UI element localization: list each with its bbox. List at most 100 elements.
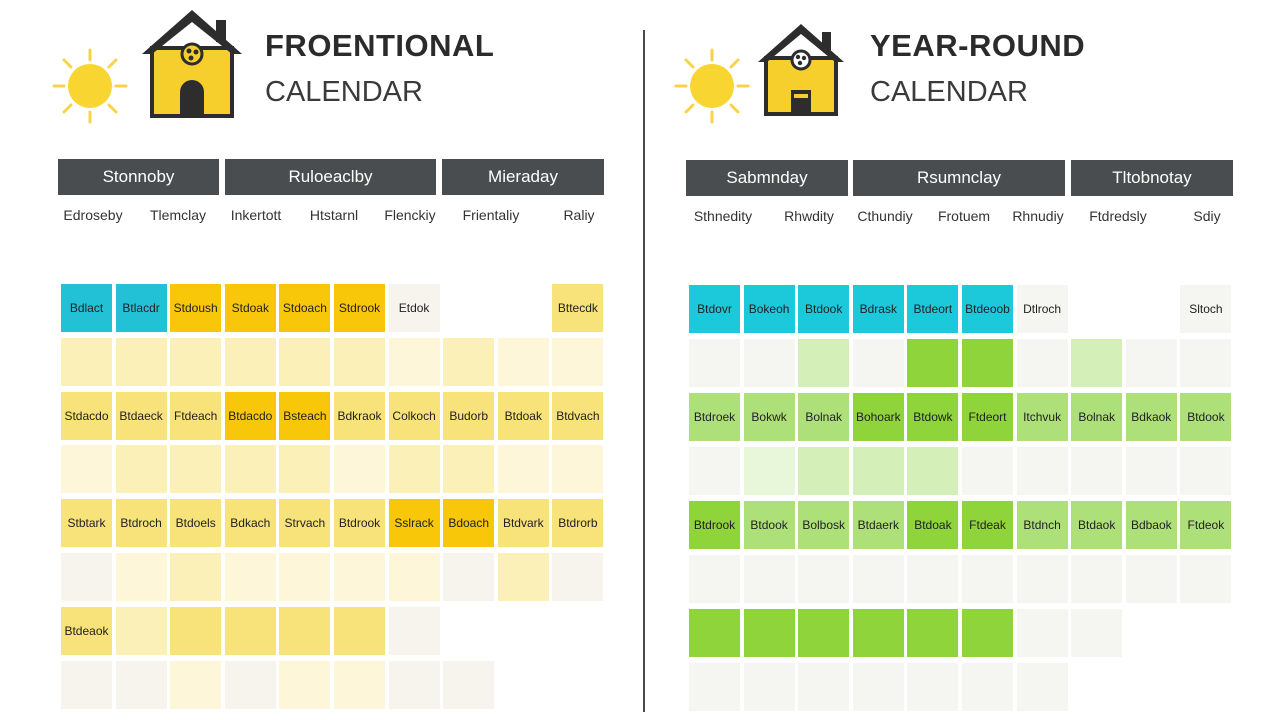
calendar-cell [962, 663, 1013, 711]
house-icon [758, 24, 844, 116]
day-label: Rhnudiy [1012, 208, 1064, 224]
calendar-cell: Stdoak [224, 284, 276, 332]
column-header: Rsumnclay [853, 160, 1065, 196]
calendar-cell: Btdroch [115, 499, 167, 548]
calendar-cell: Itchvuk [1016, 393, 1068, 441]
calendar-cell [443, 445, 495, 494]
calendar-cell [388, 337, 440, 386]
calendar-cell: Btdeoob [962, 285, 1013, 333]
calendar-cell [170, 606, 222, 655]
calendar-cell [443, 553, 495, 601]
calendar-cell [224, 553, 276, 601]
calendar-cell [798, 447, 850, 495]
calendar-cell [552, 337, 604, 386]
calendar-cell [852, 609, 904, 657]
calendar-cell: Bdoach [443, 499, 495, 548]
calendar-cell [1180, 447, 1232, 495]
calendar-cell [443, 337, 495, 386]
calendar-cell [907, 609, 959, 657]
calendar-cell [1125, 555, 1177, 603]
calendar-cell: Btdnch [1016, 501, 1068, 549]
calendar-cell [279, 337, 331, 386]
calendar-cell: Btdoels [170, 499, 222, 548]
panel-divider [643, 30, 645, 712]
calendar-cell [743, 447, 795, 495]
calendar-cell: Bohoark [852, 393, 904, 441]
calendar-cell [224, 337, 276, 386]
calendar-cell: Budorb [443, 391, 495, 440]
calendar-cell: Stdoach [279, 284, 331, 332]
calendar-cell [962, 609, 1013, 657]
calendar-cell: Btdaeck [115, 391, 167, 440]
calendar-cell [388, 660, 440, 709]
calendar-title: FROENTIONAL [265, 28, 495, 63]
calendar-cell [497, 445, 549, 494]
sun-icon [52, 48, 128, 124]
calendar-cell [1071, 555, 1123, 603]
calendar-cell: Bdlact [61, 284, 112, 332]
calendar-cell [1016, 555, 1068, 603]
calendar-cell: Bdkaok [1125, 393, 1177, 441]
calendar-title: YEAR-ROUND [870, 28, 1086, 63]
calendar-cell [852, 339, 904, 387]
calendar-cell: Strvach [279, 499, 331, 548]
calendar-cell [1016, 663, 1068, 711]
calendar-cell [552, 445, 604, 494]
day-label: Htstarnl [309, 207, 359, 223]
calendar-cell: Bolbosk [798, 501, 850, 549]
day-label: Inkertott [230, 207, 282, 223]
day-label: Tlemclay [149, 207, 207, 223]
calendar-cell: Bokeoh [743, 285, 795, 333]
calendar-cell [1125, 339, 1177, 387]
calendar-cell: Btdaok [1071, 501, 1123, 549]
calendar-cell [1125, 447, 1177, 495]
calendar-cell [1071, 447, 1123, 495]
calendar-cell [962, 555, 1013, 603]
calendar-cell: Ftdeak [962, 501, 1013, 549]
sun-icon [674, 48, 750, 124]
calendar-cell [552, 553, 604, 601]
calendar-cell: Btdaerk [852, 501, 904, 549]
column-header: Stonnoby [58, 159, 219, 195]
calendar-cell [61, 337, 112, 386]
calendar-cell: Btdovr [689, 285, 740, 333]
calendar-cell: Bsteach [279, 391, 331, 440]
calendar-cell: Btdroek [689, 393, 740, 441]
calendar-cell [61, 553, 112, 601]
calendar-cell [689, 339, 740, 387]
calendar-cell [170, 553, 222, 601]
calendar-cell: Ftdeok [1180, 501, 1232, 549]
column-header: Tltobnotay [1071, 160, 1233, 196]
day-label: Flenckiy [384, 207, 436, 223]
calendar-cell [1071, 609, 1123, 657]
calendar-cell [115, 445, 167, 494]
calendar-cell: Btdvark [497, 499, 549, 548]
calendar-cell [334, 660, 385, 709]
calendar-cell [852, 447, 904, 495]
calendar-cell: Btdowk [907, 393, 959, 441]
calendar-cell: Bdkach [224, 499, 276, 548]
calendar-cell [443, 660, 495, 709]
house-icon [142, 10, 242, 118]
calendar-cell [1071, 339, 1123, 387]
calendar-cell: Bolnak [1071, 393, 1123, 441]
calendar-cell: Btdook [743, 501, 795, 549]
calendar-cell [1016, 447, 1068, 495]
day-label: Edroseby [63, 207, 123, 223]
day-label: Raliy [563, 207, 595, 223]
calendar-cell: Etdok [388, 284, 440, 332]
calendar-cell [170, 660, 222, 709]
calendar-cell [798, 339, 850, 387]
day-label: Frientaliy [462, 207, 520, 223]
calendar-cell: Bdkraok [334, 391, 385, 440]
day-label: Frotuem [937, 208, 991, 224]
calendar-cell: Btdoak [497, 391, 549, 440]
calendar-cell [1016, 339, 1068, 387]
calendar-cell [497, 553, 549, 601]
calendar-cell [334, 553, 385, 601]
calendar-cell [224, 606, 276, 655]
calendar-cell [115, 606, 167, 655]
calendar-cell: Btdook [798, 285, 850, 333]
calendar-cell [689, 663, 740, 711]
calendar-cell [1180, 339, 1232, 387]
